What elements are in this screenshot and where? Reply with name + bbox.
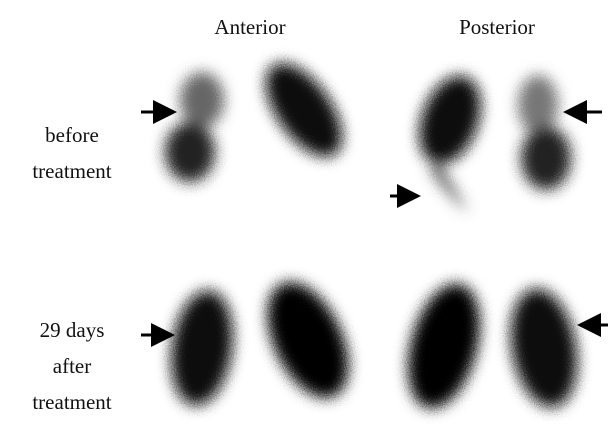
lung-scan bbox=[502, 283, 586, 412]
row-label: after bbox=[53, 354, 91, 378]
column-label: Anterior bbox=[214, 15, 285, 39]
lung-scan bbox=[180, 72, 224, 128]
lung-scan bbox=[521, 126, 571, 190]
row-label: treatment bbox=[32, 159, 111, 183]
lung-scan bbox=[251, 269, 365, 410]
scan-images bbox=[164, 50, 586, 416]
lung-scan bbox=[430, 160, 468, 212]
lung-scan bbox=[251, 50, 357, 169]
figure: Anterior Posterior before treatment 29 d… bbox=[0, 0, 610, 429]
row-label: treatment bbox=[32, 390, 111, 414]
row-label: 29 days bbox=[40, 318, 105, 342]
lung-scan bbox=[164, 286, 240, 409]
lung-scan bbox=[408, 67, 492, 173]
lung-scan bbox=[396, 276, 493, 417]
lung-scan bbox=[165, 122, 215, 182]
row-label: before bbox=[45, 123, 99, 147]
lung-scan bbox=[518, 75, 558, 135]
column-label: Posterior bbox=[459, 15, 535, 39]
